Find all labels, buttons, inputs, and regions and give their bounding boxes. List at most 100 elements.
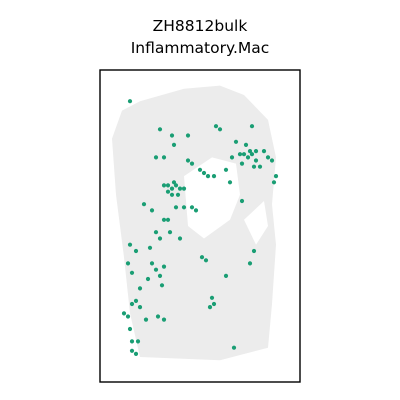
data-point (127, 242, 133, 247)
data-point (161, 217, 167, 222)
data-point (189, 161, 195, 166)
data-point (169, 192, 175, 197)
data-point (251, 248, 257, 254)
data-point (241, 152, 247, 157)
data-point (153, 155, 159, 160)
data-point (129, 301, 135, 307)
data-point (175, 192, 181, 197)
data-point (167, 230, 173, 235)
data-point (271, 180, 277, 185)
data-point (177, 186, 183, 191)
data-point (173, 183, 179, 188)
data-point (185, 158, 191, 163)
data-point (157, 127, 163, 132)
data-point (205, 174, 211, 179)
data-point (149, 208, 155, 213)
data-point (157, 236, 163, 241)
data-point (125, 314, 131, 319)
data-point (223, 167, 229, 172)
data-point (165, 183, 171, 188)
data-point (185, 133, 191, 138)
data-point (171, 142, 177, 147)
highlight-points (121, 99, 279, 356)
data-point (193, 208, 199, 213)
data-point (129, 339, 135, 344)
data-point (211, 301, 217, 307)
data-point (197, 167, 203, 172)
data-point (249, 124, 255, 129)
data-point (141, 202, 147, 207)
data-point (169, 133, 175, 138)
data-point (135, 339, 141, 344)
data-point (245, 155, 251, 160)
data-point (203, 258, 209, 263)
data-point (133, 248, 139, 254)
data-point (127, 326, 133, 332)
data-point (201, 170, 207, 176)
data-point (177, 236, 183, 241)
data-point (239, 161, 245, 166)
data-point (231, 345, 237, 350)
plot-area (99, 69, 301, 383)
data-point (137, 286, 143, 291)
data-point (121, 311, 127, 316)
data-point (153, 230, 159, 235)
data-point (237, 152, 243, 157)
data-point (229, 155, 235, 160)
data-point (153, 267, 159, 272)
data-point (169, 186, 175, 191)
data-point (137, 305, 143, 310)
data-point (217, 127, 223, 132)
data-point (181, 205, 187, 210)
data-point (125, 261, 131, 266)
data-point (199, 255, 205, 260)
data-point (207, 305, 213, 310)
data-point (209, 295, 215, 300)
data-point (145, 276, 151, 282)
data-point (173, 205, 179, 210)
data-point (213, 124, 219, 129)
tissue-area (112, 85, 276, 361)
chart-title-line-2: Inflammatory.Mac (131, 39, 270, 57)
data-point (133, 298, 139, 303)
data-point (149, 261, 155, 266)
data-point (249, 152, 255, 157)
data-point (155, 314, 161, 319)
data-point (161, 155, 167, 160)
data-point (181, 186, 187, 191)
data-point (223, 273, 229, 278)
plot-frame (99, 69, 301, 383)
data-point (253, 149, 259, 154)
chart-title-line-1: ZH8812bulk (153, 17, 248, 35)
data-point (243, 142, 249, 147)
data-point (143, 317, 149, 322)
data-point (253, 158, 259, 163)
data-point (165, 217, 171, 222)
data-point (273, 174, 279, 179)
data-point (133, 351, 139, 356)
data-point (161, 183, 167, 188)
data-point (161, 264, 167, 269)
data-point (129, 348, 135, 353)
tissue-region (112, 85, 276, 361)
data-point (189, 205, 195, 210)
data-point (247, 149, 253, 154)
data-point (257, 164, 263, 169)
data-point (165, 189, 171, 194)
data-point (261, 149, 267, 154)
data-point (233, 139, 239, 144)
data-point (247, 261, 253, 266)
data-point (127, 99, 133, 104)
data-point (171, 180, 177, 185)
data-point (161, 317, 167, 322)
data-point (227, 180, 233, 185)
data-point (251, 164, 257, 169)
data-point (159, 283, 165, 288)
data-point (269, 158, 275, 163)
data-point (157, 273, 163, 278)
data-point (239, 198, 245, 204)
data-point (265, 155, 271, 160)
data-point (211, 174, 217, 179)
data-point (129, 270, 135, 275)
